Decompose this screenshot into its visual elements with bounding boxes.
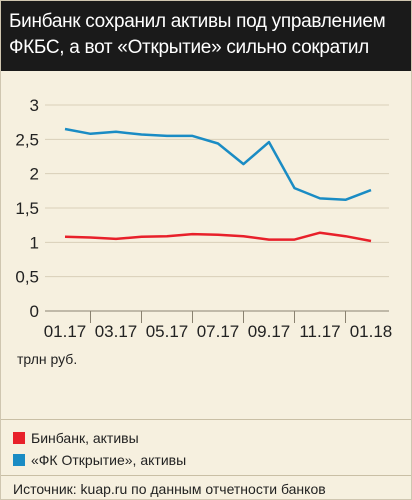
series-lines [64, 127, 372, 243]
legend-swatch-binbank [13, 432, 25, 445]
x-tick-label: 07.17 [197, 322, 240, 341]
x-tick-label: 05.17 [146, 322, 189, 341]
y-tick-label: 1 [30, 233, 39, 252]
legend: Бинбанк, активы «ФК Открытие», активы [1, 419, 411, 474]
y-tick-label: 2 [30, 165, 39, 184]
source-note: Источник: kuap.ru по данным отчетности б… [1, 475, 411, 497]
series-line-0 [64, 231, 372, 243]
legend-item-otkritie: «ФК Открытие», активы [13, 452, 411, 474]
x-tick-label: 01.17 [44, 322, 87, 341]
x-tick-labels: 01.17 03.17 05.17 07.17 09.17 11.17 01.18 [44, 311, 393, 341]
chart-svg: 0 0,5 1 1,5 2 2,5 3 01.17 03.17 05.17 07.17 09.17 1… [15, 96, 393, 341]
y-tick-labels: 0 0,5 1 1,5 2 2,5 3 [15, 96, 39, 321]
series-line-1 [64, 127, 372, 202]
legend-label-binbank: Бинбанк, активы [31, 430, 139, 446]
legend-item-binbank: Бинбанк, активы [13, 430, 411, 452]
x-tick-label: 11.17 [299, 322, 340, 341]
x-tick-label: 03.17 [95, 322, 138, 341]
y-tick-label: 0,5 [15, 268, 39, 287]
x-tick-label: 09.17 [248, 322, 291, 341]
y-tick-label: 2,5 [15, 130, 39, 149]
legend-label-otkritie: «ФК Открытие», активы [31, 452, 187, 468]
header: Бинбанк сохранил активы под управлением … [1, 1, 411, 71]
y-tick-label: 1,5 [15, 199, 39, 218]
legend-swatch-otkritie [13, 454, 25, 467]
chart-title: Бинбанк сохранил активы под управлением … [9, 11, 386, 58]
unit-label: трлн руб. [17, 351, 78, 367]
y-tick-label: 3 [30, 96, 39, 115]
grid [45, 104, 389, 312]
x-tick-label: 01.18 [350, 322, 393, 341]
y-tick-label: 0 [30, 302, 39, 321]
